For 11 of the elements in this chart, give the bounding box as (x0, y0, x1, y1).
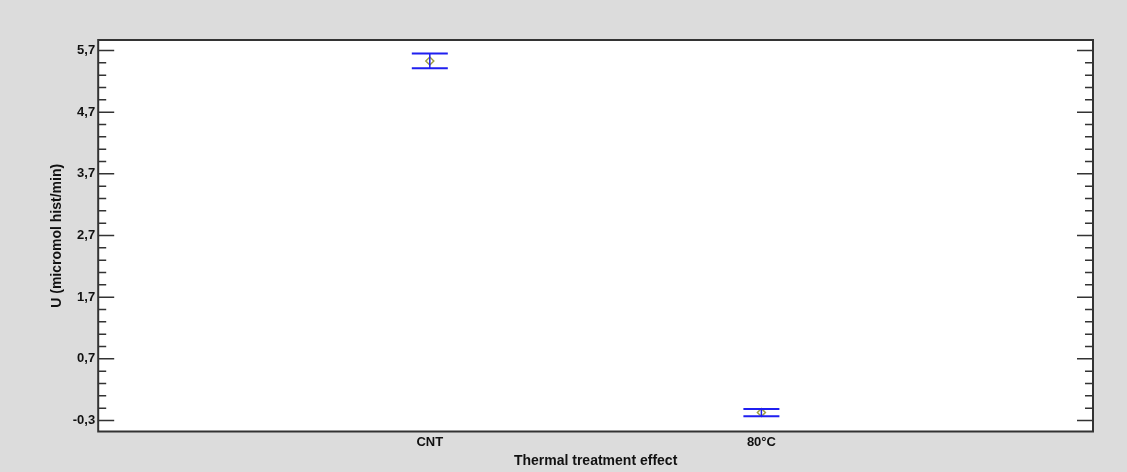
y-tick-label: -0,3 (72, 412, 96, 428)
y-tick-label: 0,7 (77, 350, 96, 366)
y-tick-label: 2,7 (77, 227, 96, 243)
y-axis-title: U (micromol hist/min) (48, 163, 65, 308)
x-axis-title: Thermal treatment effect (513, 452, 678, 469)
y-tick-label: 4,7 (77, 103, 96, 119)
y-tick-label: 3,7 (77, 165, 96, 181)
y-tick-label: 1,7 (77, 288, 96, 304)
y-tick-label: 5,7 (77, 42, 96, 58)
x-tick-label: 80°C (746, 433, 777, 449)
x-tick-label: CNT (416, 433, 444, 449)
